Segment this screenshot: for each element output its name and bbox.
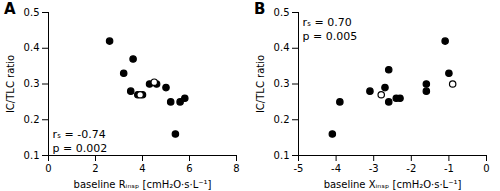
svg-text:0.1: 0.1 xyxy=(274,150,290,161)
svg-text:0.4: 0.4 xyxy=(274,42,290,53)
svg-text:0: 0 xyxy=(483,163,489,174)
svg-text:-5: -5 xyxy=(294,163,304,174)
svg-text:rₛ = 0.70p = 0.005: rₛ = 0.70p = 0.005 xyxy=(303,16,358,43)
svg-text:0.1: 0.1 xyxy=(24,150,40,161)
svg-text:0.3: 0.3 xyxy=(274,78,290,89)
html-text:A: A xyxy=(4,0,16,18)
svg-text:0.2: 0.2 xyxy=(24,114,40,125)
svg-text:-3: -3 xyxy=(369,163,379,174)
svg-text:-4: -4 xyxy=(331,163,341,174)
svg-text:0: 0 xyxy=(45,163,51,174)
svg-text:0.4: 0.4 xyxy=(24,42,40,53)
svg-text:IC/TLC ratio: IC/TLC ratio xyxy=(5,55,16,113)
svg-text:baseline Rᵢₙₛₚ [cmH₂O·s·L⁻¹]: baseline Rᵢₙₛₚ [cmH₂O·s·L⁻¹] xyxy=(74,179,212,190)
svg-text:IC/TLC ratio: IC/TLC ratio xyxy=(255,55,266,113)
svg-text:baseline Xᵢₙₛₚ [cmH₂O·s·L⁻¹]: baseline Xᵢₙₛₚ [cmH₂O·s·L⁻¹] xyxy=(324,179,462,190)
svg-text:6: 6 xyxy=(186,163,192,174)
html-text:B: B xyxy=(254,0,266,18)
svg-text:2: 2 xyxy=(92,163,98,174)
svg-text:0.5: 0.5 xyxy=(274,7,290,18)
svg-text:0.2: 0.2 xyxy=(274,114,290,125)
svg-text:0.5: 0.5 xyxy=(24,7,40,18)
svg-text:4: 4 xyxy=(139,163,145,174)
svg-text:-2: -2 xyxy=(406,163,416,174)
svg-text:0.3: 0.3 xyxy=(24,78,40,89)
svg-text:8: 8 xyxy=(233,163,239,174)
svg-text:-1: -1 xyxy=(444,163,454,174)
svg-text:rₛ = -0.74p = 0.002: rₛ = -0.74p = 0.002 xyxy=(53,128,108,155)
